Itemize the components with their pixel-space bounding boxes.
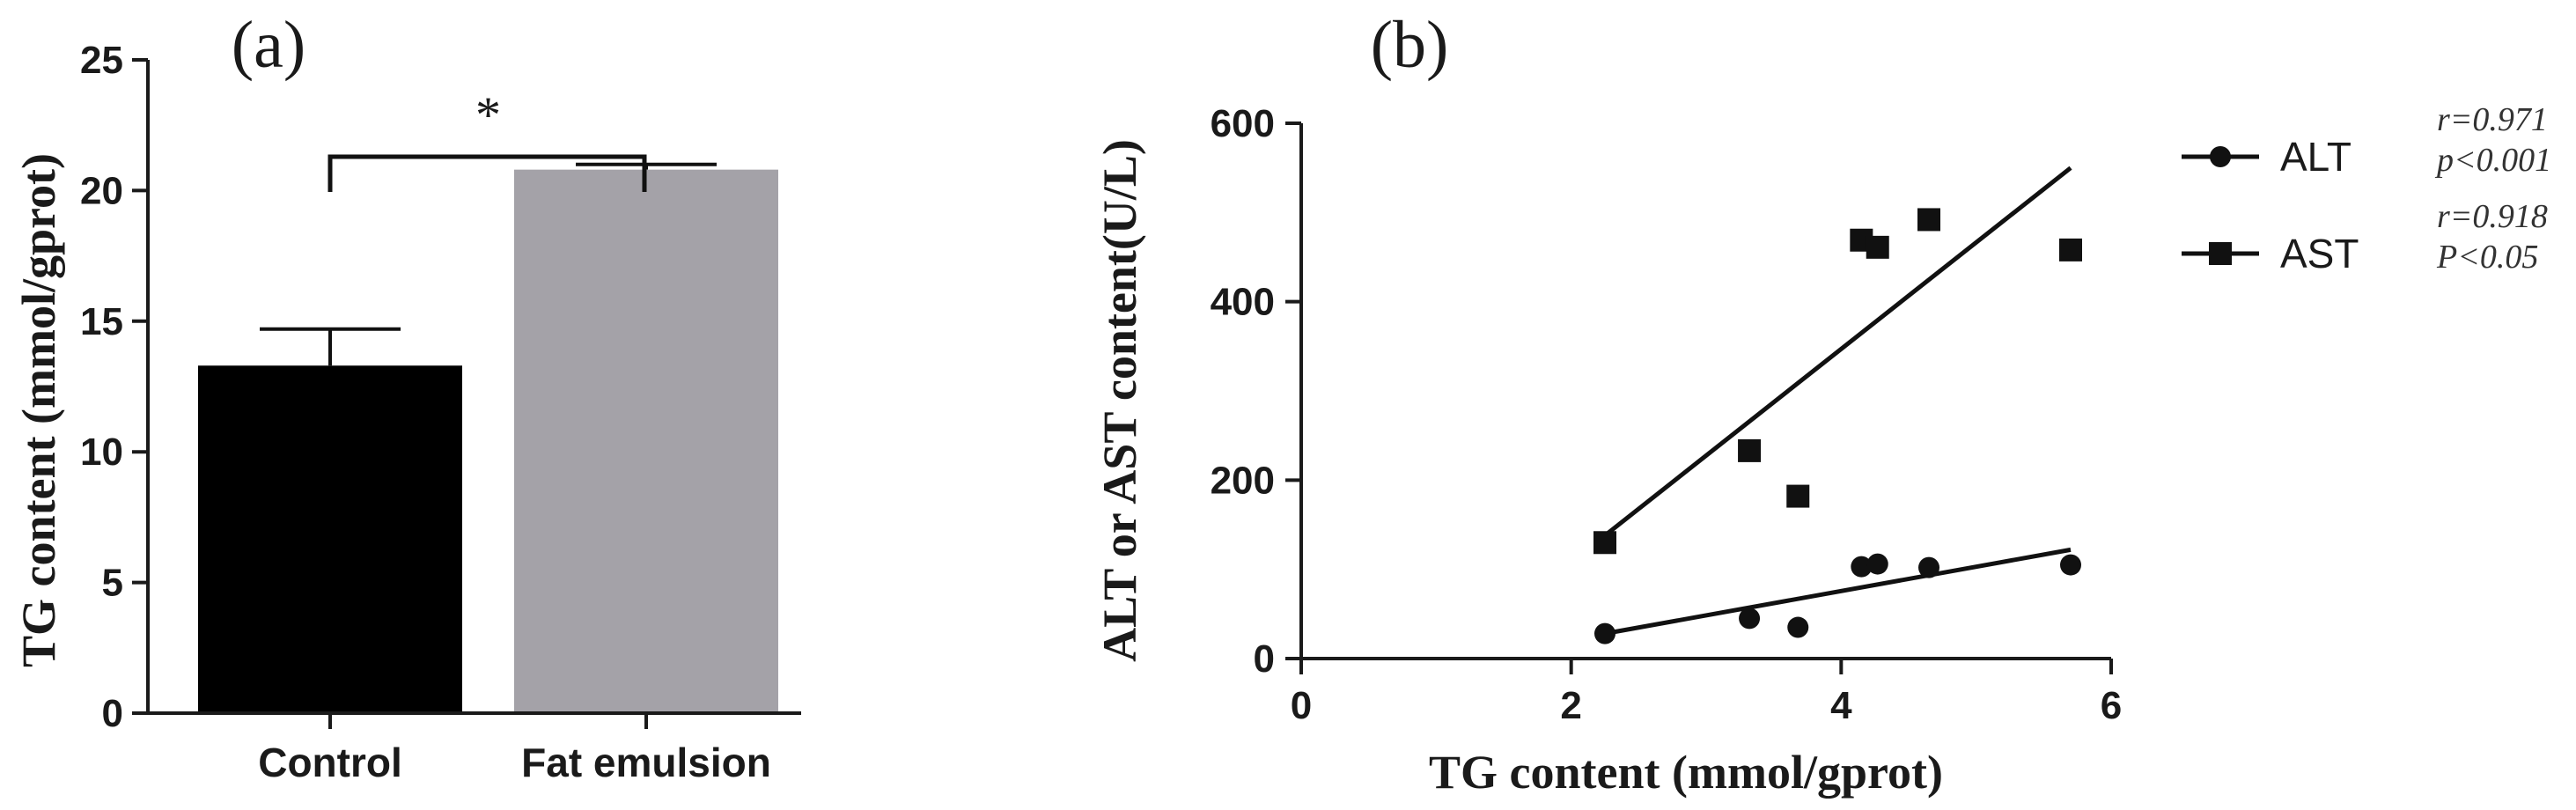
ast-legend-marker bbox=[2209, 242, 2232, 265]
x-category-label: Control bbox=[258, 740, 402, 785]
y-tick-label: 20 bbox=[80, 169, 123, 212]
ast-point bbox=[1786, 484, 1810, 508]
x-category-label: Fat emulsion bbox=[521, 740, 771, 785]
y-tick-label: 0 bbox=[1254, 637, 1275, 681]
panel-a-y-axis-title: TG content (mmol/gprot) bbox=[12, 153, 65, 667]
alt-point bbox=[1866, 553, 1888, 575]
ast-legend-label: AST bbox=[2280, 231, 2359, 276]
y-tick-label: 10 bbox=[80, 431, 123, 474]
x-tick-label: 4 bbox=[1830, 684, 1852, 727]
significance-bracket bbox=[328, 154, 647, 192]
y-tick-label: 5 bbox=[102, 562, 123, 605]
panel-b-x-axis-title: TG content (mmol/gprot) bbox=[1429, 746, 1943, 799]
alt-point bbox=[1851, 556, 1873, 578]
ast-point bbox=[2059, 238, 2082, 261]
y-tick-label: 200 bbox=[1211, 459, 1275, 502]
ast-correlation-r: r=0.918 bbox=[2437, 198, 2548, 235]
y-tick-label: 15 bbox=[80, 300, 123, 343]
y-tick-label: 400 bbox=[1211, 281, 1275, 324]
bar-control bbox=[198, 365, 462, 713]
panel-a-label: (a) bbox=[232, 8, 305, 82]
x-tick-label: 6 bbox=[2101, 684, 2122, 727]
y-tick-label: 600 bbox=[1211, 102, 1275, 145]
ast-correlation-p: P<0.05 bbox=[2436, 239, 2538, 276]
panel-b-y-axis-title: ALT or AST content(U/L) bbox=[1093, 139, 1146, 662]
x-tick-label: 2 bbox=[1560, 684, 1581, 727]
significance-marker: * bbox=[475, 86, 501, 144]
alt-point bbox=[2060, 554, 2081, 576]
alt-correlation-p: p<0.001 bbox=[2434, 142, 2551, 179]
alt-fit-line bbox=[1604, 547, 2072, 637]
ast-point bbox=[1738, 438, 1762, 462]
alt-legend-label: ALT bbox=[2280, 134, 2352, 180]
alt-point bbox=[1918, 556, 1939, 578]
bar-fat-emulsion bbox=[514, 169, 778, 713]
ast-point bbox=[1593, 531, 1616, 555]
ast-fit-line bbox=[1603, 166, 2072, 538]
alt-legend-marker bbox=[2210, 146, 2231, 167]
y-tick-label: 0 bbox=[102, 692, 123, 735]
alt-point bbox=[1739, 608, 1761, 630]
panel-b-label: (b) bbox=[1371, 8, 1449, 82]
panel-a-bar-chart: (a) TG content (mmol/gprot) * Control Fat… bbox=[12, 8, 801, 785]
alt-point bbox=[1787, 616, 1809, 638]
panel-b-scatter-chart: (b) ALT or AST content(U/L) TG content (… bbox=[1093, 8, 2551, 799]
y-tick-label: 25 bbox=[80, 39, 123, 82]
x-tick-label: 0 bbox=[1291, 684, 1312, 727]
ast-point bbox=[1917, 208, 1940, 232]
alt-correlation-r: r=0.971 bbox=[2437, 101, 2548, 138]
alt-point bbox=[1594, 622, 1616, 644]
ast-point bbox=[1866, 235, 1889, 259]
